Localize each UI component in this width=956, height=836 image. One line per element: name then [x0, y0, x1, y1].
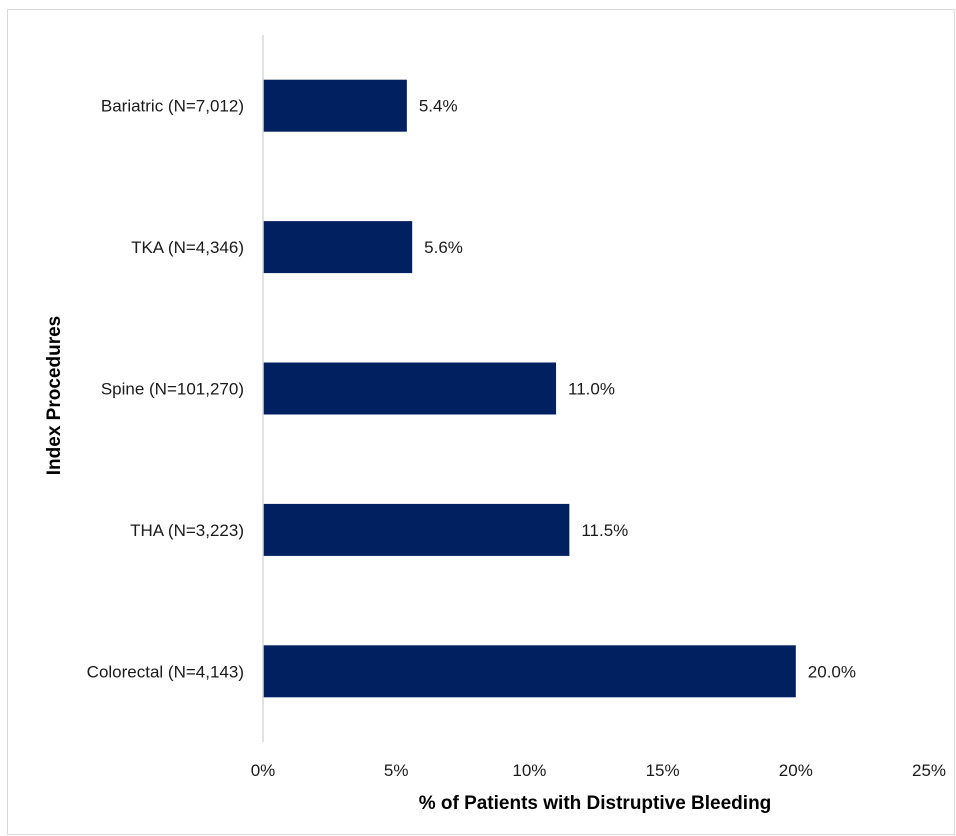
bar: [263, 79, 407, 132]
data-label: 5.4%: [419, 97, 458, 116]
chart-area: [7, 9, 955, 835]
bar: [263, 645, 796, 698]
bar: [263, 362, 557, 415]
category-label: Bariatric (N=7,012): [101, 97, 244, 116]
y-axis-title: Index Procedures: [44, 316, 65, 475]
bar: [263, 503, 570, 556]
x-tick-label: 10%: [512, 761, 546, 780]
x-tick-label: 20%: [779, 761, 813, 780]
x-axis-title: % of Patients with Distruptive Bleeding: [419, 793, 772, 814]
x-tick-label: 0%: [251, 761, 276, 780]
x-tick-label: 15%: [646, 761, 680, 780]
bar: [263, 221, 413, 274]
data-label: 11.0%: [568, 380, 615, 399]
data-label: 20.0%: [808, 662, 856, 681]
data-label: 5.6%: [424, 238, 463, 257]
category-label: TKA (N=4,346): [131, 238, 244, 257]
category-label: Spine (N=101,270): [101, 380, 244, 399]
bars-group: [263, 79, 796, 698]
x-tick-label: 25%: [912, 761, 946, 780]
x-tick-labels: 0% 5% 10% 15% 20% 25%: [251, 761, 946, 780]
category-labels: Bariatric (N=7,012) TKA (N=4,346) Spine (N…: [87, 97, 244, 682]
category-label: THA (N=3,223): [130, 521, 244, 540]
x-tick-label: 5%: [384, 761, 409, 780]
data-label: 11.5%: [581, 521, 628, 540]
data-labels: 5.4% 5.6% 11.0% 11.5% 20.0%: [419, 97, 856, 682]
category-label: Colorectal (N=4,143): [87, 662, 244, 681]
